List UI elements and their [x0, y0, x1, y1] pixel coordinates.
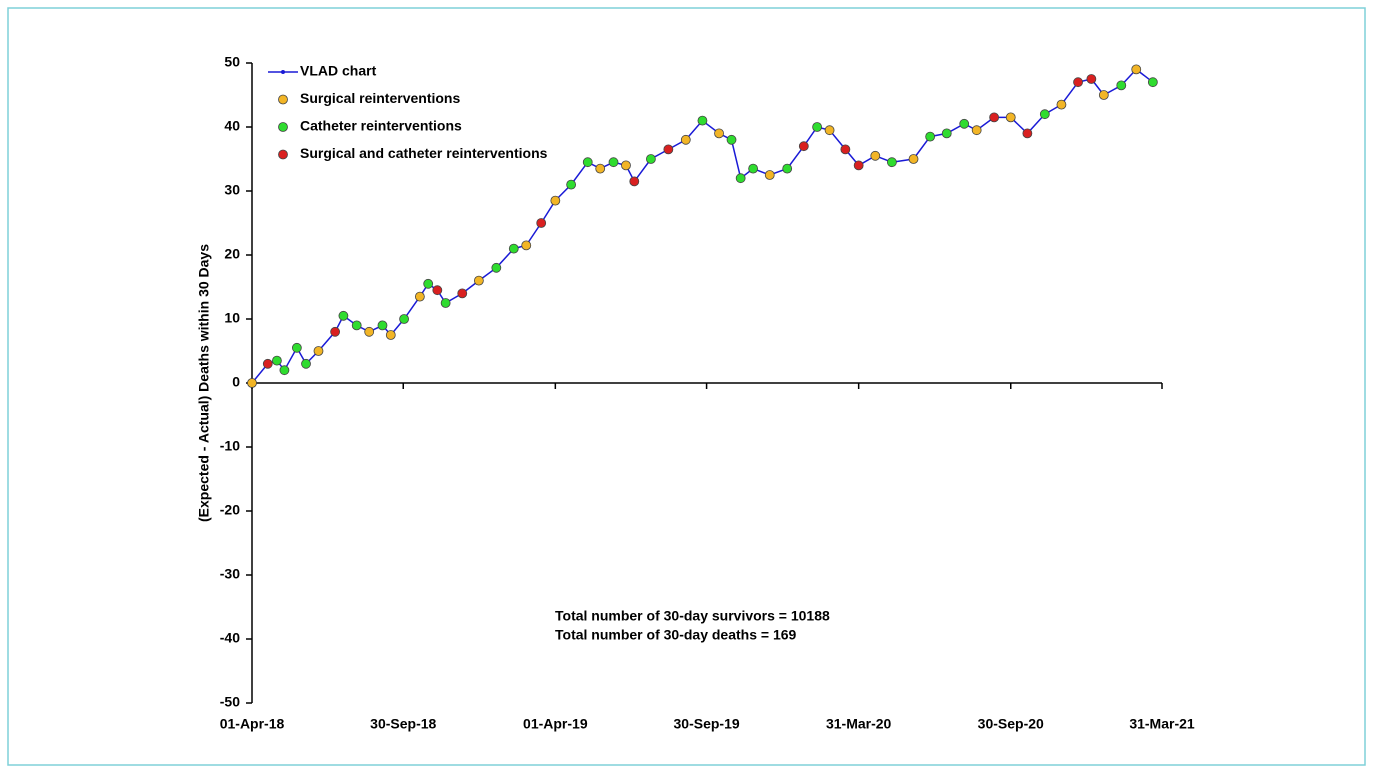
scatter-point [364, 326, 375, 337]
scatter-point [1005, 112, 1016, 123]
x-tick-label: 30-Sep-18 [370, 716, 436, 732]
scatter-point [735, 173, 746, 184]
scatter-point [1086, 74, 1097, 84]
x-tick-label: 31-Mar-21 [1129, 716, 1195, 732]
scatter-point [377, 320, 388, 331]
scatter-point [457, 288, 468, 299]
scatter-point [432, 285, 443, 296]
scatter-point [301, 358, 311, 369]
legend-label: Surgical and catheter reinterventions [300, 145, 548, 161]
scatter-point [925, 131, 936, 142]
scatter-point [521, 240, 532, 251]
frame [7, 7, 1366, 766]
scatter-point [989, 112, 1000, 123]
y-tick-label: -10 [220, 438, 240, 454]
legend-marker [278, 122, 288, 132]
x-tick-label: 01-Apr-18 [220, 716, 285, 732]
scatter-point [1116, 80, 1127, 91]
legend-marker [278, 94, 288, 105]
scatter-point [748, 163, 759, 174]
legend-marker [278, 149, 288, 160]
scatter-point [887, 157, 897, 168]
y-tick-label: -20 [220, 502, 240, 518]
y-tick-label: 40 [224, 118, 240, 134]
y-tick-label: -50 [220, 694, 240, 710]
scatter-point [908, 154, 919, 164]
scatter-point [399, 314, 409, 324]
x-tick-label: 30-Sep-19 [674, 716, 740, 732]
scatter-point [291, 342, 302, 353]
scatter-point [313, 346, 324, 356]
scatter-point [1039, 109, 1050, 120]
scatter-point [566, 179, 577, 190]
scatter-point [812, 122, 823, 132]
scatter-point [798, 141, 809, 152]
scatter-point [423, 278, 434, 289]
scatter-point [840, 144, 851, 155]
annotation: Total number of 30-day deaths = 169 [555, 627, 797, 643]
scatter-point [550, 195, 561, 206]
legend-label: Catheter reinterventions [300, 118, 462, 134]
scatter-point [351, 320, 362, 331]
y-tick-label: 20 [224, 246, 240, 262]
scatter-point [680, 134, 691, 145]
scatter-point [646, 154, 656, 164]
legend-marker [281, 70, 285, 74]
scatter-point [764, 170, 775, 180]
scatter-point [272, 355, 282, 366]
scatter-point [1147, 77, 1158, 88]
scatter-point [608, 157, 619, 168]
scatter-point [385, 330, 396, 340]
scatter-point [971, 125, 982, 136]
scatter-point [1056, 99, 1067, 110]
x-tick-label: 30-Sep-20 [978, 716, 1044, 732]
scatter-point [491, 262, 502, 273]
scatter-point [595, 163, 606, 174]
vlad-line [251, 68, 1154, 384]
scatter-point [262, 358, 273, 369]
annotation: Total number of 30-day survivors = 10188 [555, 608, 830, 624]
y-tick-label: -30 [220, 566, 240, 582]
scatter-point [440, 298, 451, 308]
y-tick-label: 0 [232, 374, 240, 390]
legend-label: Surgical reinterventions [300, 90, 460, 106]
scatter-point [853, 160, 864, 171]
y-tick-label: 10 [224, 310, 240, 326]
scatter-point [714, 128, 724, 139]
scatter-point [508, 243, 519, 254]
y-axis-label: (Expected - Actual) Deaths within 30 Day… [196, 244, 212, 522]
scatter-point [330, 326, 341, 337]
scatter-point [1098, 90, 1109, 100]
scatter-point [582, 157, 593, 168]
scatter-point [536, 218, 547, 228]
scatter-point [782, 163, 793, 174]
scatter-point [959, 118, 970, 129]
y-tick-label: -40 [220, 630, 240, 646]
scatter-point [1131, 64, 1142, 75]
scatter-point [414, 291, 425, 302]
y-tick-label: 50 [224, 54, 240, 70]
y-tick-label: 30 [224, 182, 240, 198]
scatter-point [629, 176, 640, 187]
scatter-point [247, 378, 257, 388]
scatter-point [338, 310, 349, 321]
scatter-point [941, 128, 952, 139]
legend-label: VLAD chart [300, 63, 377, 79]
scatter-point [726, 134, 737, 145]
x-tick-label: 31-Mar-20 [826, 716, 892, 732]
scatter-point [1073, 77, 1083, 88]
scatter-point [473, 275, 484, 286]
scatter-point [1022, 128, 1033, 139]
scatter-point [663, 144, 674, 155]
scatter-point [279, 365, 290, 376]
scatter-point [621, 160, 631, 171]
scatter-point [824, 125, 835, 136]
x-tick-label: 01-Apr-19 [523, 716, 588, 732]
scatter-point [697, 115, 708, 126]
scatter-point [870, 150, 881, 161]
